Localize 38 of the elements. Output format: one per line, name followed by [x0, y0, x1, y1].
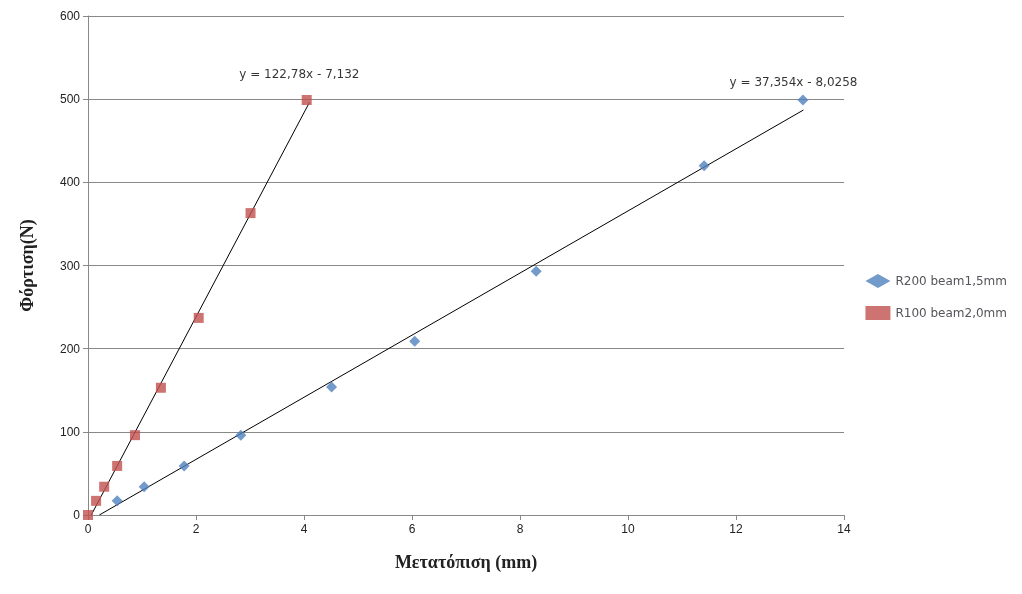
point: [138, 481, 150, 493]
x-tick-label: 8: [516, 522, 524, 536]
x-tick-label: 0: [84, 522, 92, 536]
x-tick-label: 6: [408, 522, 416, 536]
annotation: y = 37,354x - 8,0258: [729, 74, 858, 89]
y-tick-label: 200: [59, 341, 81, 356]
x-tick-label: 10: [621, 522, 635, 536]
x-tick-label: 14: [837, 522, 851, 536]
y-tick-label: 600: [59, 9, 81, 23]
annotation: y = 122,78x - 7,132: [239, 67, 360, 82]
point: [129, 430, 140, 441]
point: [111, 495, 123, 507]
x-axis-title: Μετατόπιση (mm): [394, 552, 538, 573]
y-tick-label: 500: [59, 92, 81, 107]
x-tick-label: 2: [192, 522, 200, 536]
point: [99, 481, 110, 492]
y-tick-label: 400: [59, 175, 81, 190]
legend-label: R100 beam2,0mm: [895, 306, 1007, 320]
point: [178, 460, 190, 472]
point: [530, 265, 542, 277]
point: [91, 495, 102, 506]
point: [155, 382, 166, 393]
point: [698, 160, 710, 172]
x-tick-label: 4: [300, 522, 308, 536]
point: [245, 208, 256, 219]
point: [112, 460, 123, 471]
y-axis-title: Φόρτιση(N): [17, 219, 38, 312]
x-tick-label: 12: [729, 522, 743, 536]
legend-label: R200 beam1,5mm: [895, 274, 1007, 288]
y-tick-label: 0: [73, 508, 81, 522]
point: [409, 335, 421, 347]
point: [235, 429, 247, 441]
y-tick-label: 300: [59, 258, 81, 273]
y-tick-label: 100: [59, 424, 81, 439]
point: [301, 95, 312, 105]
point: [797, 94, 809, 106]
point: [326, 381, 338, 393]
point: [193, 312, 204, 323]
